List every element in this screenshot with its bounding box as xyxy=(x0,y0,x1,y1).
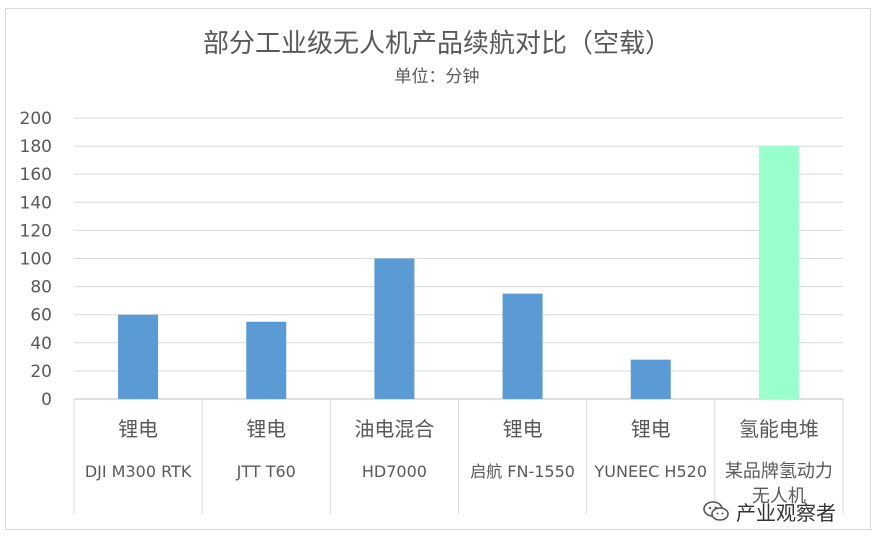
bar xyxy=(118,314,159,399)
category-name-label: 启航 FN-1550 xyxy=(470,462,575,481)
y-tick-label: 20 xyxy=(30,362,52,382)
watermark-text: 产业观察者 xyxy=(736,500,836,525)
y-tick-label: 40 xyxy=(30,334,52,354)
category-group-label: 锂电 xyxy=(503,417,543,441)
category-name-label: YUNEEC H520 xyxy=(594,462,708,481)
category-group-label: 锂电 xyxy=(118,417,158,441)
category-group-label: 油电混合 xyxy=(354,417,434,441)
y-tick-label: 80 xyxy=(30,278,52,298)
y-tick-label: 180 xyxy=(20,137,52,157)
category-group-label: 氢能电堆 xyxy=(739,417,819,441)
category-group-label: 锂电 xyxy=(246,417,286,441)
category-name-label: 某品牌氢动力无人机 xyxy=(725,461,833,507)
y-tick-label: 100 xyxy=(20,250,52,270)
bar xyxy=(758,146,799,399)
category-name-label: HD7000 xyxy=(362,462,427,481)
y-tick-label: 60 xyxy=(30,306,52,326)
y-tick-label: 200 xyxy=(20,109,52,129)
bars xyxy=(118,146,799,399)
wechat-icon xyxy=(703,501,729,521)
y-tick-label: 120 xyxy=(20,221,52,241)
bar xyxy=(502,293,543,399)
category-name-label: JTT T60 xyxy=(236,462,296,481)
bar xyxy=(246,321,287,399)
category-group-label: 锂电 xyxy=(631,417,671,441)
y-axis-ticks: 0 20 40 60 80 100 120 140 160 180 200 xyxy=(20,109,52,410)
y-tick-label: 0 xyxy=(41,390,52,410)
chart-border xyxy=(5,8,871,530)
watermark: 产业观察者 xyxy=(702,497,836,525)
chart-subtitle: 单位：分钟 xyxy=(395,67,480,87)
y-tick-label: 140 xyxy=(20,193,52,213)
bar xyxy=(374,258,415,399)
category-name-label: DJI M300 RTK xyxy=(85,462,192,481)
chart-title: 部分工业级无人机产品续航对比（空载） xyxy=(203,29,671,59)
bar xyxy=(630,359,671,399)
y-tick-label: 160 xyxy=(20,165,52,185)
